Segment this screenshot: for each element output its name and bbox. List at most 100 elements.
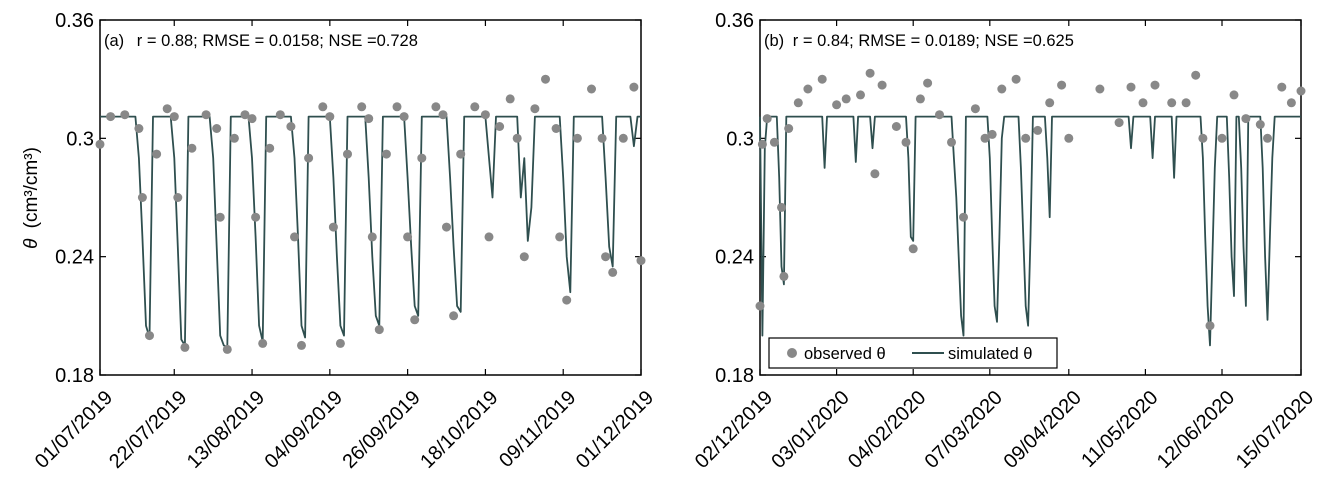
- panel-a-xtick-label: 01/12/2019: [572, 387, 658, 473]
- panel-b-ytick-label: 0.3: [726, 128, 754, 150]
- panel-b-observed-point: [1198, 133, 1208, 143]
- panel-b-observed-point: [1064, 133, 1074, 143]
- panel-a-frame: [99, 19, 642, 376]
- panel-a-observed-point: [403, 232, 413, 242]
- panel-a-observed-point: [258, 338, 268, 348]
- panel-a-observed-point: [265, 143, 275, 153]
- panel-b: 0.18 0.24 0.3 0.36 02/12/201903/01/202004/0…: [691, 10, 1318, 473]
- panel-b-observed-point: [959, 212, 968, 222]
- panel-a-observed-point: [229, 133, 239, 143]
- panel-a-observed-point: [555, 232, 565, 242]
- panel-a-observed-point: [364, 114, 374, 124]
- legend-observed-label: observed θ: [804, 345, 886, 363]
- panel-a-observed-point: [597, 133, 607, 143]
- panel-a-annotation: (a) r = 0.88; RMSE = 0.0158; NSE =0.728: [104, 32, 418, 50]
- panel-a-stats: r = 0.88; RMSE = 0.0158; NSE =0.728: [137, 32, 418, 50]
- panel-a-ytick-label: 0.24: [55, 247, 94, 269]
- panel-b-observed-point: [1011, 74, 1021, 84]
- y-axis-label-symbol: θ: [21, 238, 42, 249]
- panel-a-observed-point: [137, 193, 147, 202]
- panel-a-observed-point: [222, 344, 232, 354]
- panel-b-observed-point: [1181, 98, 1191, 108]
- panel-a-observed-point: [120, 110, 130, 120]
- panel-b-simulated-line: [759, 115, 1301, 347]
- panel-b-observed-point: [1033, 125, 1043, 135]
- panel-a-observed-point: [173, 193, 183, 202]
- panel-b-observed-point: [755, 301, 765, 311]
- y-axis-label-unit: (cm³/cm³): [21, 147, 42, 228]
- panel-b-observed-point: [1229, 90, 1239, 100]
- panel-b-observed-point: [1296, 86, 1306, 96]
- panel-a-observed-point: [410, 315, 420, 325]
- panel-b-observed-point: [1150, 80, 1160, 90]
- panel-a-observed-point: [180, 342, 190, 352]
- panel-a-observed-point: [187, 143, 197, 153]
- panel-b-xtick-label: 02/12/2019: [691, 387, 777, 473]
- panel-b-observed-point: [870, 169, 880, 179]
- panel-b-observed-point: [784, 124, 794, 133]
- panel-b-observed-point: [908, 244, 918, 254]
- panel-b-observed-point: [865, 68, 875, 78]
- panel-b-xtick-label: 07/03/2020: [921, 387, 1007, 473]
- panel-a-observed-point: [328, 222, 338, 232]
- panel-a-xtick-label: 09/11/2019: [495, 387, 580, 472]
- panel-a-observed-point: [551, 124, 561, 133]
- panel-b-observed-point: [817, 74, 827, 84]
- panel-b-observed-point: [901, 137, 911, 147]
- panel-b-observed-point: [1255, 120, 1265, 129]
- panel-a-ytick-label: 0.3: [66, 128, 94, 150]
- panel-b-observed-point: [997, 84, 1007, 94]
- panel-b-stats: r = 0.84; RMSE = 0.0189; NSE =0.625: [793, 32, 1074, 50]
- panel-a-observed-point: [530, 104, 540, 114]
- panel-b-xtick-label: 09/04/2020: [1000, 387, 1086, 473]
- panel-b-observed-point: [1286, 98, 1296, 108]
- panel-b-observed-point: [935, 110, 944, 120]
- panel-b-annotation: (b) r = 0.84; RMSE = 0.0189; NSE =0.625: [764, 32, 1074, 50]
- panel-b-observed-point: [1138, 98, 1148, 108]
- panel-b-observed-point: [803, 84, 813, 94]
- panel-a-observed-point: [162, 104, 172, 114]
- panel-a-xtick-label: 22/07/2019: [105, 387, 191, 473]
- panel-a-observed-point: [449, 311, 459, 321]
- panel-a-observed-point: [618, 133, 628, 143]
- panel-b-observed-point: [1114, 118, 1124, 128]
- panel-a-observed-point: [399, 112, 409, 122]
- panel-a-observed-point: [290, 232, 299, 242]
- panel-a-observed-point: [297, 340, 306, 350]
- panel-b-observed-point: [757, 139, 767, 149]
- panel-b-observed-point: [987, 129, 997, 139]
- panel-a-observed-point: [519, 252, 529, 262]
- panel-a-observed-point: [106, 112, 116, 122]
- panel-a-observed-point: [169, 112, 179, 122]
- panel-b-observed-point: [1045, 98, 1055, 108]
- panel-b-observed-point: [877, 80, 887, 90]
- panel-b-observed-point: [915, 94, 925, 104]
- panel-b-observed-point: [1205, 321, 1215, 331]
- panel-a-ytick-label: 0.36: [55, 10, 94, 32]
- panel-b-observed-point: [777, 202, 786, 212]
- panel-a-observed-point: [318, 102, 328, 112]
- panel-a-observed-point: [240, 110, 250, 120]
- panel-a-observed-point: [201, 110, 211, 120]
- panel-a-observed-point: [325, 112, 335, 122]
- panel-b-y-axis: 0.18 0.24 0.3 0.36: [715, 10, 1301, 387]
- y-axis-label: θ (cm³/cm³): [21, 147, 42, 249]
- panel-a-observed-point: [541, 74, 550, 84]
- panel-b-observed-point: [891, 122, 901, 131]
- panel-a-xtick-label: 01/07/2019: [31, 387, 117, 473]
- panel-a-observed-point: [456, 149, 466, 159]
- panel-a-observed-point: [145, 331, 154, 341]
- panel-b-ytick-label: 0.18: [715, 365, 754, 387]
- panel-a-xtick-label: 26/09/2019: [338, 387, 424, 473]
- panel-b-xtick-label: 15/07/2020: [1232, 387, 1318, 473]
- panel-a-xtick-label: 18/10/2019: [416, 387, 502, 473]
- panel-a-observed-point: [335, 338, 345, 348]
- panel-a-observed-point: [495, 122, 505, 131]
- panel-b-observed-point: [947, 137, 956, 147]
- panel-a-ytick-label: 0.18: [55, 365, 94, 387]
- legend: observed θ simulated θ: [768, 337, 1058, 369]
- panel-b-xtick-label: 11/05/2020: [1077, 387, 1162, 472]
- panel-a-observed-point: [470, 102, 480, 112]
- panel-a-observed-point: [587, 84, 596, 94]
